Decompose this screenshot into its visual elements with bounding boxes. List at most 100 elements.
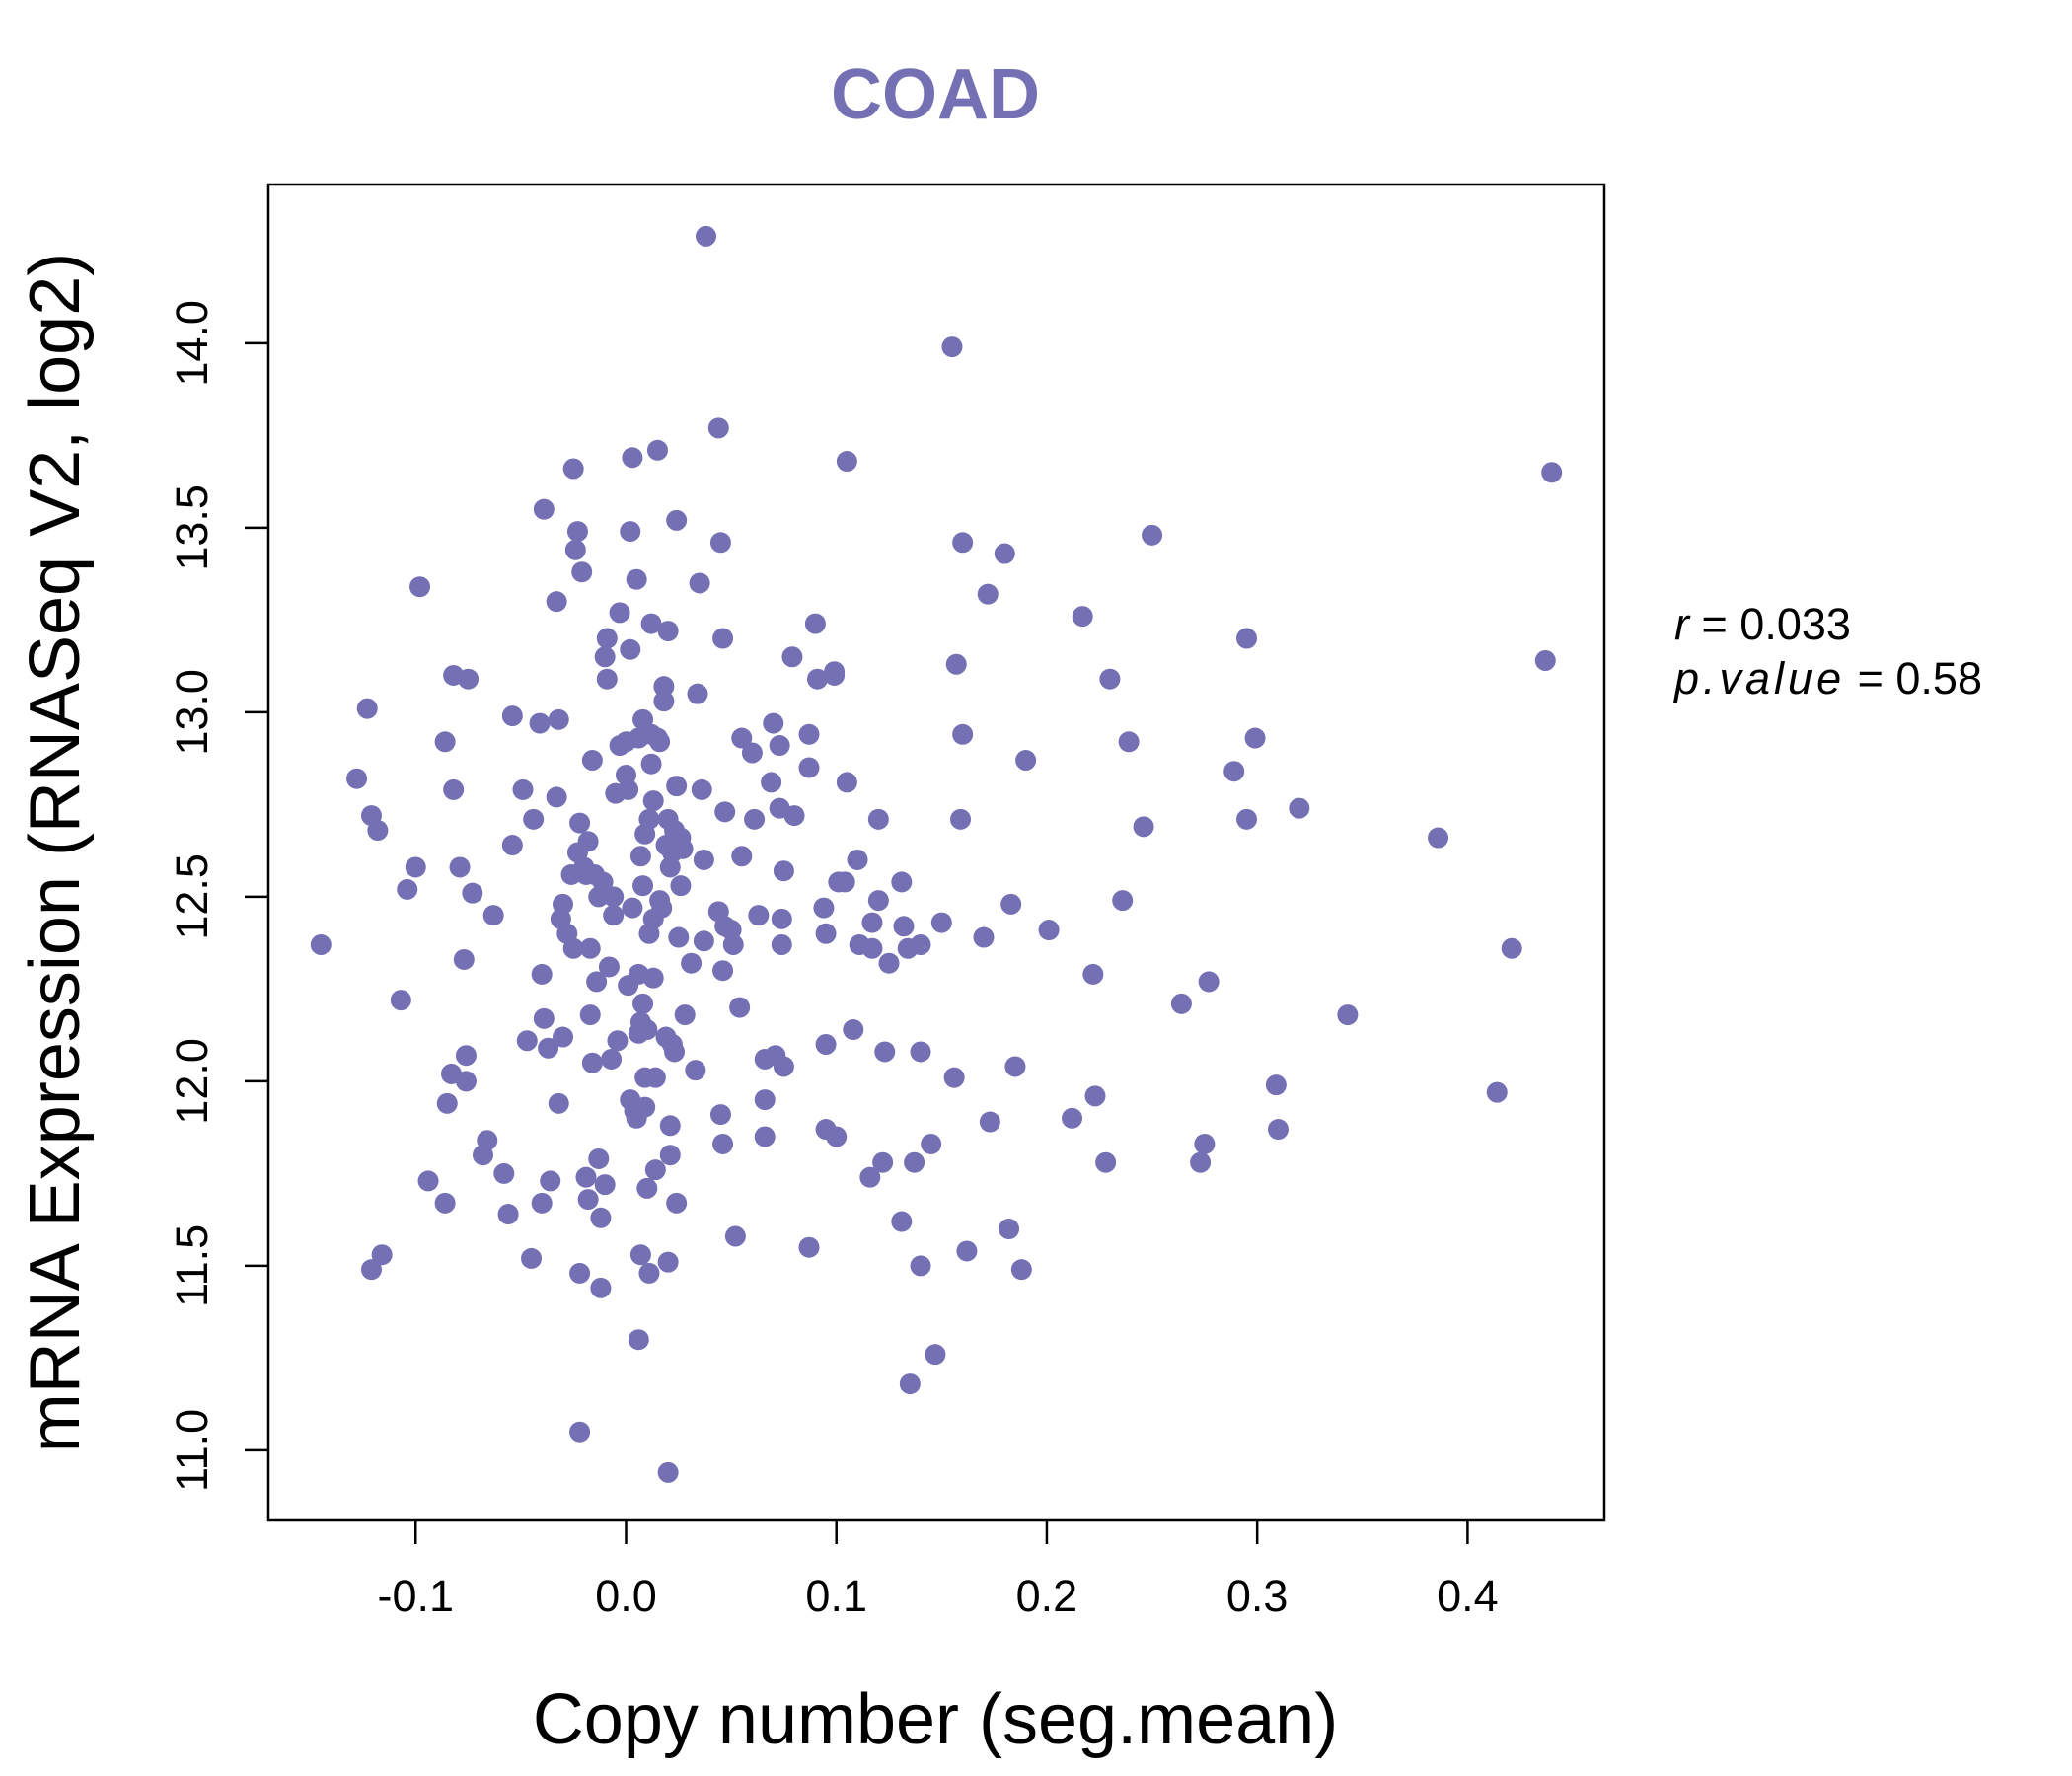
data-point — [1534, 650, 1556, 672]
data-point — [540, 1170, 561, 1192]
data-point — [910, 1255, 931, 1277]
data-point — [649, 731, 671, 753]
data-point — [603, 905, 625, 926]
data-point — [824, 664, 846, 686]
data-point — [861, 937, 883, 959]
data-point — [867, 890, 889, 912]
data-point — [634, 1096, 656, 1118]
data-point — [590, 1207, 612, 1228]
data-point — [371, 1244, 393, 1266]
data-point — [581, 1052, 603, 1073]
data-point — [771, 908, 792, 929]
data-point — [569, 1421, 591, 1443]
data-point — [945, 653, 967, 675]
y-tick-label: 12.5 — [167, 853, 217, 940]
data-point — [815, 923, 837, 944]
data-point — [653, 676, 675, 698]
data-point — [569, 1262, 591, 1284]
data-point — [666, 509, 688, 531]
data-point — [977, 583, 999, 605]
data-point — [1265, 1074, 1287, 1096]
p-value: p.value = 0.58 — [1672, 653, 1982, 703]
p-equals: = — [1845, 653, 1895, 703]
data-point — [622, 447, 643, 469]
p-label: p.value — [1672, 653, 1845, 703]
data-point — [346, 768, 368, 789]
data-point — [594, 1174, 616, 1196]
data-point — [664, 1041, 686, 1063]
data-point — [761, 772, 782, 793]
data-point — [516, 1030, 538, 1052]
data-point — [798, 757, 820, 778]
y-tick-label: 13.0 — [167, 669, 217, 756]
data-point — [714, 801, 736, 823]
data-point — [529, 712, 551, 734]
x-axis-title: Copy number (seg.mean) — [533, 1680, 1338, 1759]
data-point — [455, 1071, 477, 1092]
data-point — [712, 1133, 734, 1154]
data-point — [859, 1166, 881, 1188]
data-point — [893, 916, 915, 937]
data-point — [1062, 1107, 1083, 1129]
data-point — [553, 893, 574, 915]
data-point — [999, 1219, 1020, 1240]
data-point — [754, 1126, 776, 1147]
data-point — [729, 997, 751, 1018]
data-point — [979, 1111, 1000, 1133]
data-point — [826, 1126, 848, 1147]
data-point — [521, 1247, 543, 1269]
data-point — [1015, 749, 1037, 771]
y-axis-title: mRNA Expression (RNASeq V2, log2) — [16, 253, 95, 1452]
data-point — [501, 705, 523, 727]
data-point — [409, 576, 431, 598]
data-point — [1038, 920, 1060, 941]
x-axis: -0.1 0.0 0.1 0.2 0.3 0.4 — [377, 1520, 1499, 1621]
data-point — [722, 934, 744, 956]
plot-frame — [266, 183, 1606, 1522]
data-point — [546, 591, 567, 613]
data-point — [659, 1115, 681, 1137]
data-point — [512, 778, 534, 800]
data-point — [878, 952, 900, 974]
data-point — [943, 1067, 965, 1088]
y-tick-label: 11.0 — [167, 1409, 217, 1492]
data-point — [620, 521, 641, 543]
data-point — [709, 1104, 731, 1126]
data-point — [696, 225, 717, 247]
data-point — [462, 882, 483, 904]
data-point — [925, 1344, 946, 1366]
data-point — [546, 786, 567, 808]
x-tick-label: 0.0 — [595, 1571, 657, 1621]
data-point — [771, 934, 792, 956]
data-point — [1501, 937, 1522, 959]
data-point — [367, 820, 389, 842]
data-point — [1010, 1259, 1032, 1281]
data-point — [930, 912, 952, 933]
data-point — [646, 439, 668, 461]
p-value-number: 0.58 — [1895, 653, 1982, 703]
data-point — [397, 878, 418, 900]
data-point — [1082, 963, 1104, 985]
data-points — [310, 225, 1563, 1483]
data-point — [950, 808, 972, 830]
data-point — [744, 808, 766, 830]
data-point — [482, 905, 504, 926]
data-point — [636, 1177, 658, 1199]
data-point — [921, 1133, 942, 1154]
data-point — [813, 897, 835, 919]
data-point — [571, 561, 593, 583]
data-point — [628, 1329, 649, 1351]
data-point — [626, 568, 647, 590]
data-point — [910, 1041, 931, 1063]
data-point — [455, 1045, 477, 1067]
data-point — [523, 808, 545, 830]
correlation-r: r = 0.033 — [1674, 599, 1851, 649]
y-tick-label: 11.5 — [167, 1224, 217, 1307]
data-point — [763, 712, 784, 734]
data-point — [874, 1041, 896, 1063]
data-point — [434, 731, 456, 753]
data-point — [533, 1007, 555, 1029]
data-point — [707, 417, 729, 439]
data-point — [548, 708, 569, 730]
data-point — [562, 458, 584, 480]
